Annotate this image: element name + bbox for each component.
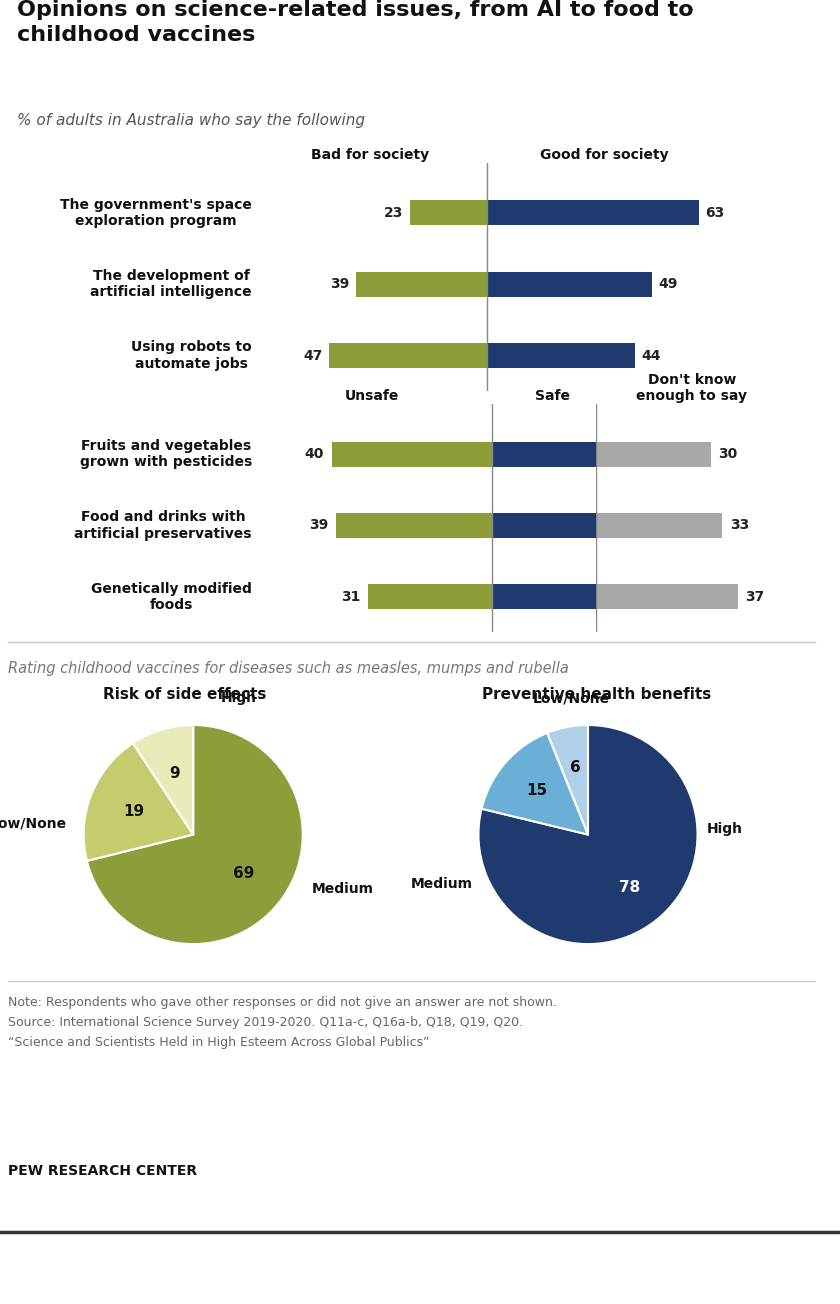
Bar [596, 442, 711, 467]
Text: 78: 78 [619, 880, 641, 896]
Text: PEW RESEARCH CENTER: PEW RESEARCH CENTER [8, 1164, 197, 1179]
Text: 31: 31 [624, 589, 643, 604]
Bar [492, 584, 616, 609]
Text: The government's space
exploration program: The government's space exploration progr… [60, 198, 252, 228]
Text: 39: 39 [309, 519, 328, 532]
Text: Risk of side effects: Risk of side effects [103, 687, 266, 702]
Text: Note: Respondents who gave other responses or did not give an answer are not sho: Note: Respondents who gave other respons… [8, 996, 557, 1048]
Text: 15: 15 [526, 782, 547, 798]
Text: 33: 33 [730, 519, 749, 532]
Text: Medium: Medium [411, 876, 473, 891]
Wedge shape [84, 743, 193, 861]
Text: High: High [221, 691, 256, 705]
Text: 69: 69 [233, 866, 254, 882]
Text: 39: 39 [330, 278, 349, 291]
Bar [596, 584, 738, 609]
Wedge shape [479, 725, 697, 944]
Wedge shape [548, 725, 588, 835]
Text: The development of
artificial intelligence: The development of artificial intelligen… [91, 269, 252, 300]
Text: Low/None: Low/None [0, 816, 67, 831]
Text: % of adults in Australia who say the following: % of adults in Australia who say the fol… [17, 113, 365, 129]
Text: 47: 47 [303, 348, 323, 363]
Text: Low/None: Low/None [533, 691, 610, 705]
Bar [410, 201, 487, 226]
Bar [329, 343, 487, 368]
Text: 9: 9 [170, 767, 181, 781]
Text: 44: 44 [642, 348, 661, 363]
Wedge shape [481, 733, 588, 835]
Text: Preventive health benefits: Preventive health benefits [482, 687, 711, 702]
Bar [487, 271, 652, 297]
Text: 40: 40 [305, 447, 324, 462]
Text: Opinions on science-related issues, from AI to food to
childhood vaccines: Opinions on science-related issues, from… [17, 0, 694, 44]
Bar [492, 442, 608, 467]
Bar [368, 584, 492, 609]
Bar [487, 201, 699, 226]
Text: 63: 63 [706, 206, 725, 220]
Text: 27: 27 [608, 519, 627, 532]
Text: 37: 37 [745, 589, 764, 604]
Text: 49: 49 [659, 278, 678, 291]
Text: Rating childhood vaccines for diseases such as measles, mumps and rubella: Rating childhood vaccines for diseases s… [8, 661, 570, 677]
Text: 23: 23 [384, 206, 403, 220]
Text: 30: 30 [718, 447, 738, 462]
Bar [492, 512, 600, 539]
Text: Food and drinks with
artificial preservatives: Food and drinks with artificial preserva… [75, 510, 252, 541]
Text: Using robots to
automate jobs: Using robots to automate jobs [131, 340, 252, 370]
Wedge shape [87, 725, 302, 944]
Text: Unsafe: Unsafe [344, 389, 399, 403]
Text: Good for society: Good for society [540, 147, 669, 162]
Text: Fruits and vegetables
grown with pesticides: Fruits and vegetables grown with pestici… [80, 439, 252, 469]
Text: Genetically modified
foods: Genetically modified foods [91, 582, 252, 612]
Text: Safe: Safe [534, 389, 570, 403]
Text: 29: 29 [616, 447, 635, 462]
Text: 19: 19 [123, 805, 144, 819]
Text: High: High [706, 822, 743, 836]
Text: Bad for society: Bad for society [311, 147, 428, 162]
Text: Don't know
enough to say: Don't know enough to say [637, 373, 748, 403]
Bar [596, 512, 722, 539]
Text: 31: 31 [341, 589, 360, 604]
Bar [356, 271, 487, 297]
Wedge shape [133, 725, 193, 835]
Bar [336, 512, 492, 539]
Bar [487, 343, 635, 368]
Bar [332, 442, 492, 467]
Text: 6: 6 [570, 760, 580, 776]
Text: Medium: Medium [312, 883, 374, 896]
